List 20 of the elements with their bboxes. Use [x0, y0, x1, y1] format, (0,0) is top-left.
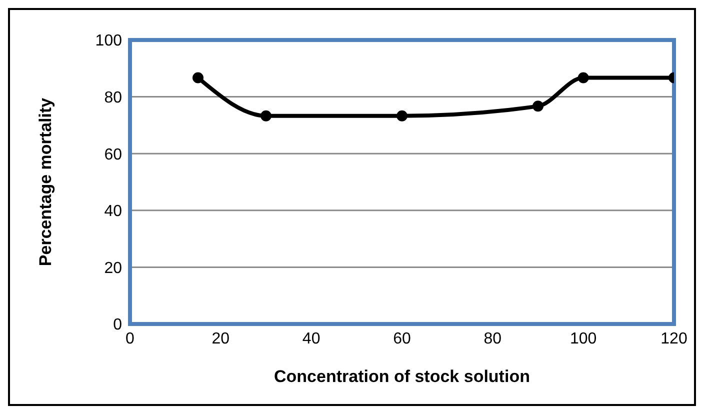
x-tick-label: 120	[660, 330, 688, 348]
point	[192, 72, 204, 84]
x-tick-label: 60	[393, 330, 411, 348]
x-tick-label: 40	[302, 330, 320, 348]
x-tick-label: 20	[212, 330, 230, 348]
y-tick-label: 40	[104, 203, 122, 220]
y-tick-label: 100	[95, 32, 122, 50]
y-tick-label: 60	[104, 146, 122, 164]
point	[578, 72, 589, 84]
x-axis-title: Concentration of stock solution	[274, 367, 530, 386]
y-axis-title: Percentage mortality	[36, 97, 56, 266]
point	[396, 110, 408, 122]
x-tick-label: 100	[570, 330, 597, 348]
point	[260, 110, 272, 122]
y-tick-label: 80	[104, 89, 122, 106]
x-tick-label: 0	[126, 330, 135, 348]
point	[532, 100, 544, 112]
y-tick-label: 0	[113, 316, 122, 334]
y-tick-label: 20	[104, 260, 122, 277]
x-tick-label: 80	[484, 330, 502, 348]
